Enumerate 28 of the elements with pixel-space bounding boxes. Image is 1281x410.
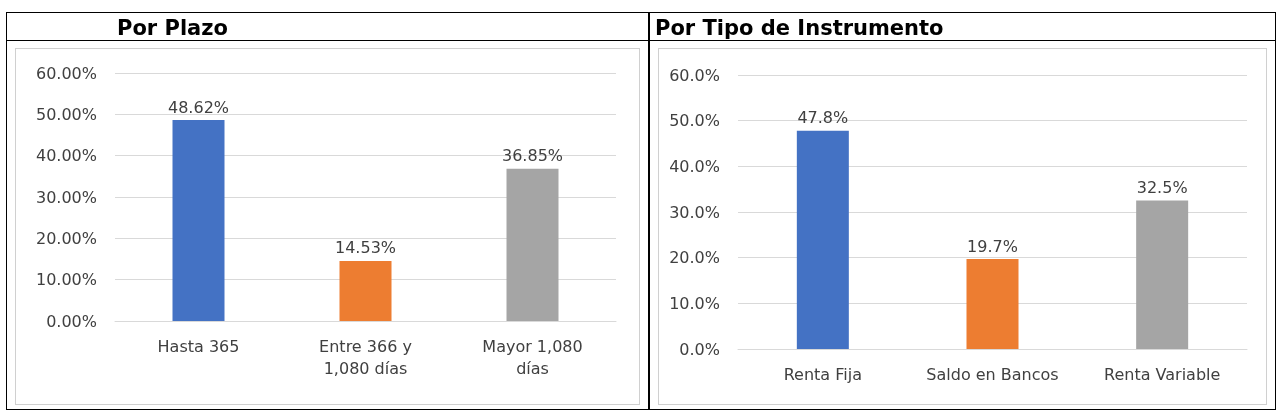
y-tick-label: 50.0% — [669, 111, 720, 131]
y-tick-label: 10.0% — [669, 293, 720, 313]
y-tick-label: 0.00% — [46, 311, 97, 331]
data-label: 14.53% — [334, 238, 397, 258]
y-tick-label: 60.00% — [35, 63, 97, 83]
x-tick-label: Hasta 365 — [157, 336, 240, 356]
y-tick-label: 20.00% — [35, 228, 97, 248]
x-tick-label: Saldo en Bancos — [926, 364, 1059, 384]
data-label: 36.85% — [501, 146, 564, 166]
y-tick-label: 60.0% — [669, 65, 720, 85]
x-tick-label: Mayor 1,080 días — [482, 336, 583, 378]
x-tick-label: Entre 366 y 1,080 días — [319, 336, 412, 378]
y-tick-label: 0.0% — [679, 339, 720, 359]
data-label: 48.62% — [167, 97, 230, 117]
y-tick-label: 20.0% — [669, 248, 720, 268]
y-tick-label: 40.00% — [35, 146, 97, 166]
data-label: 19.7% — [967, 236, 1018, 256]
x-tick-label: Renta Fija — [783, 364, 862, 384]
y-tick-label: 30.00% — [35, 187, 97, 207]
chart-title: Por Tipo de Instrumento — [650, 13, 1275, 41]
x-tick-label: Renta Variable — [1104, 364, 1221, 384]
y-tick-label: 10.00% — [35, 270, 97, 290]
data-label: 32.5% — [1136, 178, 1188, 198]
y-tick-label: 50.00% — [35, 104, 97, 124]
chart-title: Por Plazo — [7, 13, 648, 41]
y-tick-label: 30.0% — [669, 202, 720, 222]
data-label: 47.8% — [797, 108, 849, 128]
y-tick-label: 40.0% — [669, 156, 720, 176]
